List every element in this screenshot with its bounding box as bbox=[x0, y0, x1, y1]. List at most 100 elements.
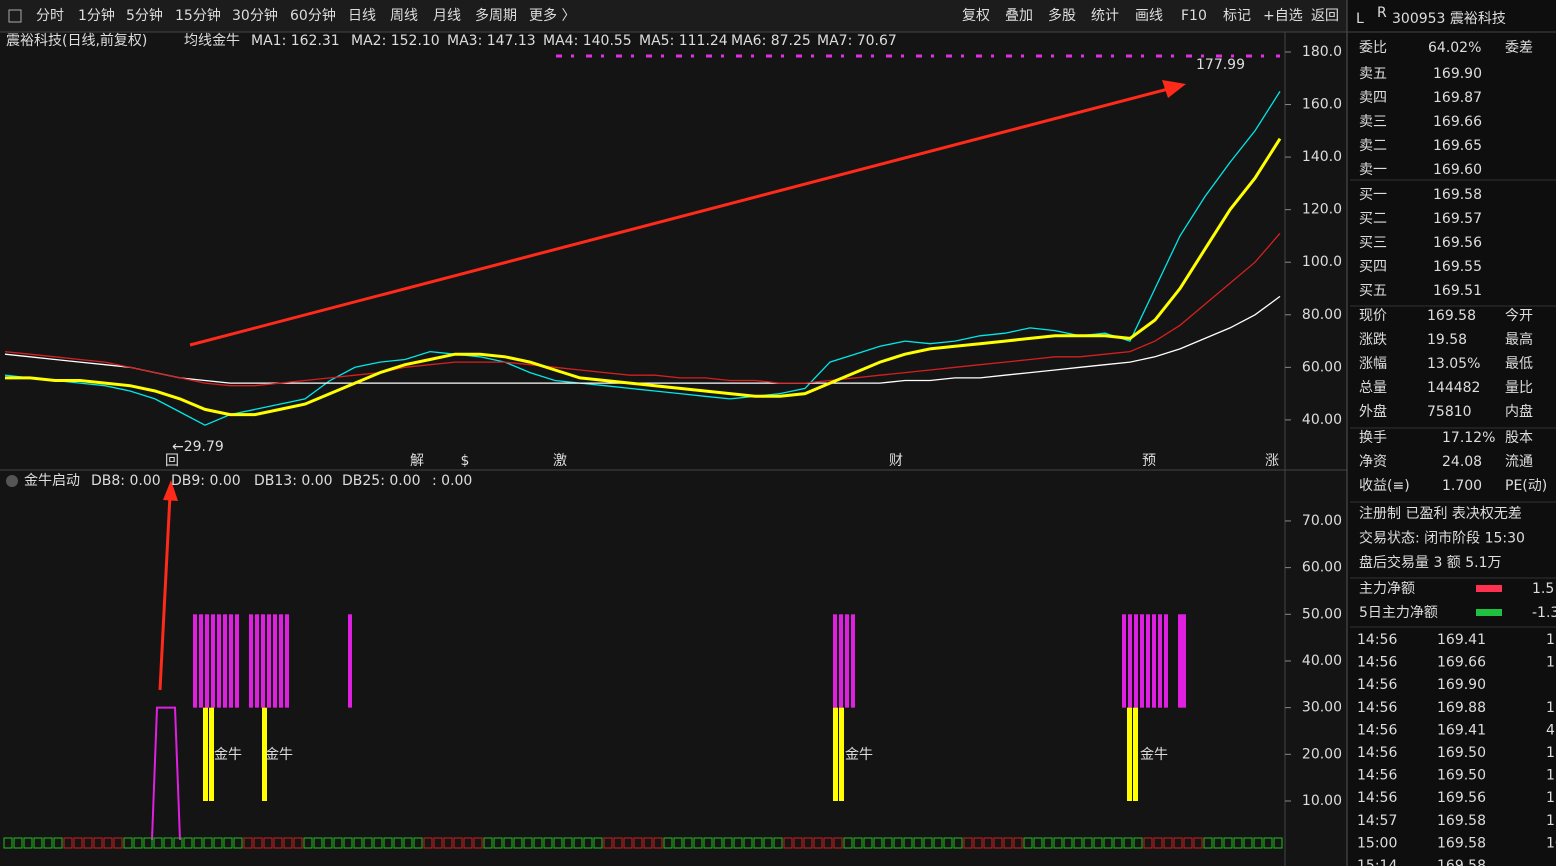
y-tick-label: 50.00 bbox=[1302, 606, 1342, 622]
volume-cell bbox=[533, 837, 543, 849]
volume-cell bbox=[173, 837, 183, 849]
period-tab[interactable]: 分时 bbox=[36, 8, 64, 24]
volume-cell bbox=[673, 837, 683, 849]
ma-label: MA7: 70.67 bbox=[817, 33, 897, 49]
period-tab[interactable]: 5分钟 bbox=[126, 7, 163, 24]
side-cell: 1.700 bbox=[1442, 478, 1482, 494]
signal-bar bbox=[229, 614, 233, 708]
volume-cell bbox=[723, 837, 733, 849]
volume-cell bbox=[1093, 837, 1103, 849]
side-cell: 现价 bbox=[1359, 308, 1387, 324]
tool-button[interactable]: 复权 bbox=[962, 7, 990, 24]
volume-cell bbox=[453, 837, 463, 849]
y-tick-label: 60.00 bbox=[1302, 560, 1342, 576]
y-tick-label: 20.00 bbox=[1302, 746, 1342, 762]
tool-button[interactable]: 返回 bbox=[1311, 8, 1339, 24]
info-line: 注册制 已盈利 表决权无差 bbox=[1359, 506, 1522, 522]
volume-cell bbox=[683, 837, 693, 849]
volume-cell bbox=[73, 837, 83, 849]
annotation-arrow bbox=[189, 86, 1173, 347]
period-tab[interactable]: 15分钟 bbox=[175, 7, 221, 24]
side-cell: 169.50 bbox=[1437, 745, 1486, 761]
volume-cell bbox=[1263, 837, 1273, 849]
volume-cell bbox=[843, 837, 853, 849]
volume-cell bbox=[1083, 837, 1093, 849]
volume-cell bbox=[773, 837, 783, 849]
volume-cell bbox=[503, 837, 513, 849]
side-cell: 169.56 bbox=[1437, 790, 1486, 806]
period-tab[interactable]: 月线 bbox=[433, 8, 461, 24]
volume-cell bbox=[403, 837, 413, 849]
flow-bar bbox=[1476, 585, 1502, 592]
low-label: ←29.79 bbox=[172, 439, 224, 455]
flag-tag: R bbox=[1377, 5, 1387, 21]
volume-cell bbox=[853, 837, 863, 849]
tool-button[interactable]: 统计 bbox=[1091, 8, 1119, 24]
tool-button[interactable]: 多股 bbox=[1048, 7, 1076, 24]
gold-bar bbox=[209, 707, 214, 801]
period-tab[interactable]: 30分钟 bbox=[232, 7, 278, 24]
volume-cell bbox=[643, 837, 653, 849]
event-marker: 预 bbox=[1142, 453, 1156, 469]
tool-button[interactable]: 标记 bbox=[1223, 8, 1251, 24]
side-cell: 总量 bbox=[1359, 380, 1387, 396]
ma-line bbox=[4, 232, 1281, 387]
side-cell: 13.05% bbox=[1427, 356, 1480, 372]
tool-button[interactable]: F10 bbox=[1181, 8, 1207, 24]
volume-cell bbox=[903, 837, 913, 849]
y-tick-label: 160.0 bbox=[1302, 97, 1342, 113]
volume-cell bbox=[263, 837, 273, 849]
signal-bar bbox=[348, 614, 352, 708]
period-tab[interactable]: 多周期 bbox=[475, 7, 517, 24]
volume-cell bbox=[113, 837, 123, 849]
side-cell: 14:57 bbox=[1357, 813, 1397, 829]
tool-button[interactable]: 画线 bbox=[1135, 8, 1163, 24]
side-cell: 最高 bbox=[1505, 331, 1533, 348]
volume-cell bbox=[1163, 837, 1173, 849]
volume-cell bbox=[373, 837, 383, 849]
volume-cell bbox=[433, 837, 443, 849]
side-cell: 14:56 bbox=[1357, 768, 1397, 784]
volume-cell bbox=[333, 837, 343, 849]
side-cell: 买五 bbox=[1359, 283, 1387, 299]
period-tab[interactable]: 日线 bbox=[348, 8, 376, 24]
period-tab[interactable]: 更多 〉 bbox=[529, 7, 575, 24]
db-label: DB9: 0.00 bbox=[171, 473, 241, 489]
tool-button[interactable]: +自选 bbox=[1263, 8, 1303, 24]
flow-value: -1.3 bbox=[1532, 605, 1556, 621]
volume-cell bbox=[223, 837, 233, 849]
volume-cell bbox=[663, 837, 673, 849]
volume-cell bbox=[243, 837, 253, 849]
volume-cell bbox=[1023, 837, 1033, 849]
y-tick-label: 180.0 bbox=[1302, 44, 1342, 60]
tool-button[interactable]: 叠加 bbox=[1005, 8, 1033, 24]
volume-cell bbox=[23, 837, 33, 849]
volume-cell bbox=[513, 837, 523, 849]
side-cell: PE(动) bbox=[1505, 478, 1547, 494]
signal-bar bbox=[285, 614, 289, 708]
period-tab[interactable]: 1分钟 bbox=[78, 7, 115, 24]
chart-bg bbox=[0, 0, 1347, 866]
volume-cell bbox=[893, 837, 903, 849]
volume-cell bbox=[483, 837, 493, 849]
volume-cell bbox=[163, 837, 173, 849]
side-cell: 最低 bbox=[1505, 356, 1533, 372]
volume-cell bbox=[1233, 837, 1243, 849]
volume-cell bbox=[1123, 837, 1133, 849]
volume-cell bbox=[1053, 837, 1063, 849]
side-cell: 量比 bbox=[1505, 380, 1533, 396]
volume-cell bbox=[1213, 837, 1223, 849]
side-cell: 1 bbox=[1546, 813, 1555, 829]
volume-cell bbox=[753, 837, 763, 849]
side-cell: 14:56 bbox=[1357, 722, 1397, 738]
volume-cell bbox=[993, 837, 1003, 849]
y-tick-label: 70.00 bbox=[1302, 513, 1342, 529]
flow-label: 5日主力净额 bbox=[1359, 605, 1438, 621]
volume-cell bbox=[43, 837, 53, 849]
period-tab[interactable]: 周线 bbox=[390, 8, 418, 24]
side-cell: 买二 bbox=[1359, 211, 1387, 227]
side-cell: 换手 bbox=[1359, 429, 1387, 446]
event-marker: $ bbox=[461, 453, 470, 469]
period-tab[interactable]: 60分钟 bbox=[290, 7, 336, 24]
side-cell: 卖二 bbox=[1359, 138, 1387, 154]
